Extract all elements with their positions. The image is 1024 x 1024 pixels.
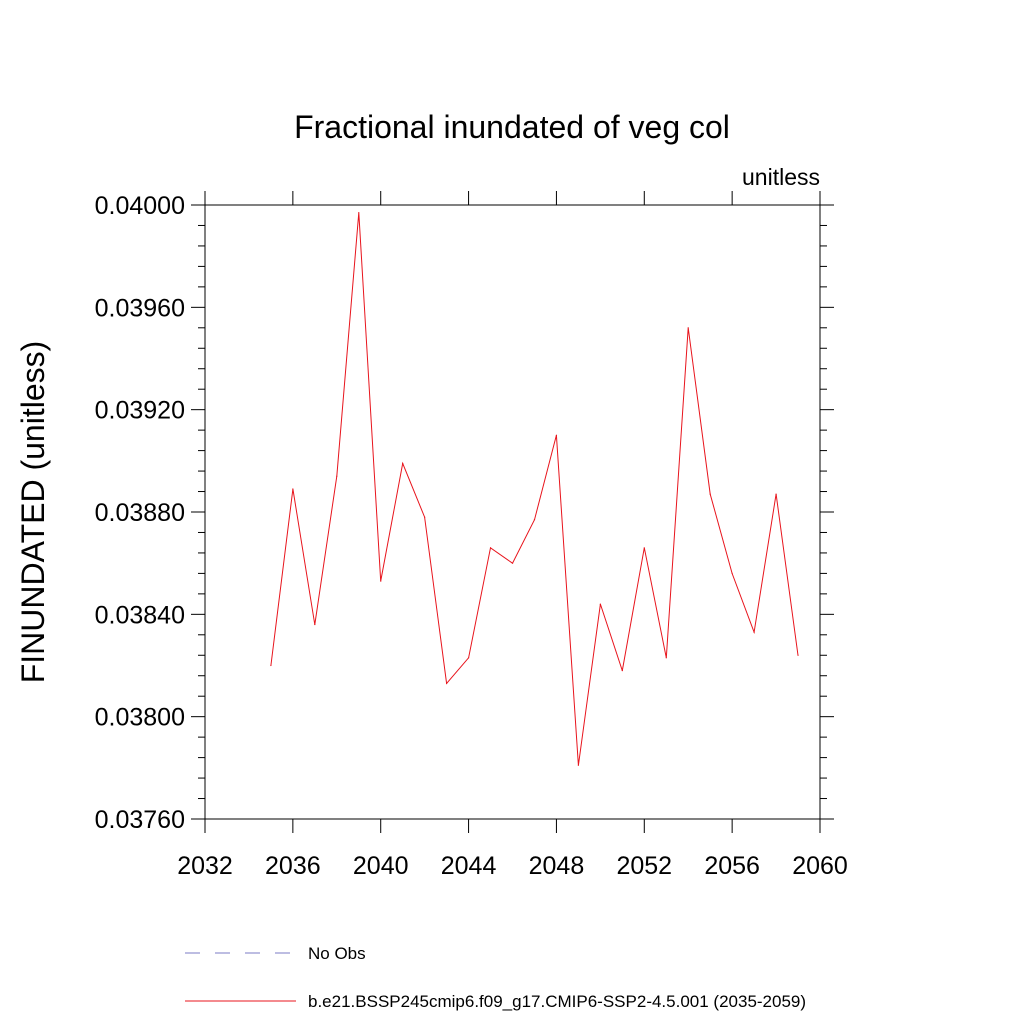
data-point: [336, 475, 338, 477]
x-tick-label: 2048: [529, 852, 585, 880]
x-tick-label: 2040: [353, 852, 409, 880]
data-point: [511, 562, 514, 564]
data-point: [402, 462, 404, 464]
data-point: [314, 623, 316, 626]
data-point: [621, 670, 623, 672]
x-tick-label: 2056: [704, 852, 760, 880]
legend-label: b.e21.BSSP245cmip6.f09_g17.CMIP6-SSP2-4.…: [308, 992, 806, 1011]
data-point: [467, 657, 470, 659]
y-tick-label: 0.03920: [95, 397, 185, 425]
data-point: [687, 327, 689, 329]
data-point: [665, 657, 667, 659]
y-tick-label: 0.03800: [95, 704, 185, 732]
y-axis-label: FINUNDATED (unitless): [15, 341, 51, 684]
x-tick-label: 2036: [265, 852, 321, 880]
legend-label: No Obs: [308, 944, 366, 963]
data-point: [643, 547, 645, 549]
plot-area: [204, 204, 821, 820]
data-point: [555, 434, 558, 436]
data-point: [533, 519, 536, 521]
y-tick-label: 0.03880: [95, 499, 185, 527]
x-tick-label: 2052: [616, 852, 672, 880]
x-tick-label: 2032: [177, 852, 233, 880]
data-point: [424, 516, 426, 518]
data-point: [446, 682, 448, 685]
data-point: [599, 603, 601, 605]
x-tick-label: 2060: [792, 852, 848, 880]
data-point: [489, 547, 492, 549]
axis-ticks: [191, 191, 834, 833]
data-point: [270, 664, 272, 667]
data-point: [731, 572, 733, 575]
chart-title: Fractional inundated of veg col: [294, 109, 730, 145]
tick-labels: 0.03760 0.03800 0.03840 0.03880 0.03920 0.039…: [95, 192, 848, 880]
legend: No Obs b.e21.BSSP245cmip6.f09_g17.CMIP6-S…: [185, 944, 806, 1011]
data-point: [775, 493, 777, 495]
y-tick-label: 0.03960: [95, 294, 185, 322]
data-point: [753, 631, 755, 633]
x-tick-label: 2044: [441, 852, 497, 880]
data-point: [292, 488, 294, 490]
data-point: [709, 493, 711, 495]
units-label: unitless: [742, 164, 820, 190]
series-layer: [270, 212, 799, 766]
data-point: [797, 654, 799, 656]
data-point: [380, 580, 382, 582]
plot-frame: [204, 204, 821, 820]
series-line: [270, 212, 799, 766]
y-tick-label: 0.03840: [95, 601, 185, 629]
data-point: [577, 764, 579, 766]
y-tick-label: 0.04000: [95, 192, 185, 220]
data-point: [358, 212, 360, 214]
y-tick-label: 0.03760: [95, 806, 185, 834]
